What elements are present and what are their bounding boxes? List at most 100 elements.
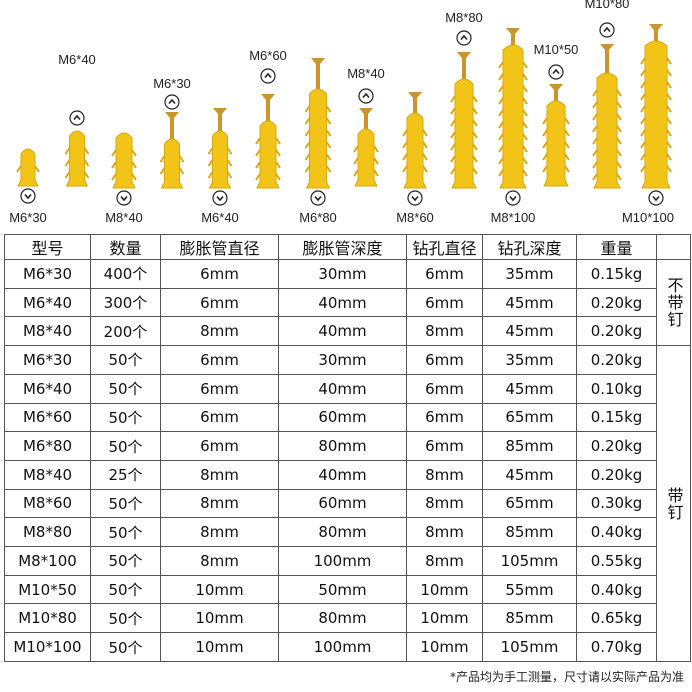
table-cell: 30mm bbox=[278, 345, 407, 375]
anchor-plug bbox=[112, 132, 136, 189]
screw-shank bbox=[511, 28, 515, 52]
table-row: M10*80 50个 10mm 80mm 10mm 85mm 0.65kg bbox=[4, 603, 691, 634]
table-cell: 8mm bbox=[406, 488, 483, 519]
anchor-rib bbox=[564, 141, 570, 149]
anchor-rib bbox=[226, 147, 233, 155]
screw-shank bbox=[316, 58, 320, 96]
table-cell: 6mm bbox=[406, 259, 483, 289]
anchor-rib bbox=[207, 171, 214, 179]
table-cell: M10*100 bbox=[4, 632, 91, 662]
chevron-down-glyph bbox=[411, 195, 419, 202]
anchor-rib bbox=[472, 131, 478, 139]
anchor-rib bbox=[450, 95, 456, 103]
table-cell: 30mm bbox=[278, 259, 407, 289]
chevron-down-glyph bbox=[652, 195, 660, 202]
anchor-rib bbox=[592, 149, 598, 157]
anchor-rib bbox=[159, 167, 166, 175]
screw-shank bbox=[605, 44, 609, 80]
table-row: M6*40 50个 6mm 40mm 6mm 45mm 0.10kg bbox=[4, 373, 691, 404]
table-cell: 85mm bbox=[482, 603, 577, 634]
anchor-rib bbox=[422, 165, 428, 173]
table-cell: 6mm bbox=[160, 287, 279, 318]
anchor-rib bbox=[666, 129, 672, 137]
table-cell: 40mm bbox=[278, 459, 407, 490]
table-cell: 6mm bbox=[406, 402, 483, 433]
anchor-rib bbox=[450, 167, 456, 175]
table-cell: 6mm bbox=[406, 287, 483, 318]
size-label-top: M10*50 bbox=[534, 42, 579, 57]
table-cell: 8mm bbox=[406, 459, 483, 490]
anchor-rib bbox=[498, 121, 504, 129]
anchor-rib bbox=[353, 169, 359, 177]
table-cell: 40mm bbox=[278, 316, 407, 347]
anchor-rib bbox=[353, 157, 359, 165]
anchor-rib bbox=[450, 119, 456, 127]
anchor-rib bbox=[666, 57, 672, 65]
chevron-down-glyph bbox=[24, 193, 32, 200]
anchor-rib bbox=[422, 141, 428, 149]
table-cell: 50个 bbox=[90, 431, 161, 461]
anchor-rib bbox=[304, 141, 311, 149]
table-row: M6*30 400个 6mm 30mm 6mm 35mm 0.15kg 不带钉 bbox=[4, 258, 691, 347]
anchor-rib bbox=[16, 165, 22, 173]
anchor-rib bbox=[255, 149, 261, 157]
anchor-rib bbox=[522, 97, 528, 105]
chevron-up-glyph bbox=[460, 34, 468, 41]
table-cell: 10mm bbox=[406, 632, 483, 662]
table-cell: 8mm bbox=[160, 459, 279, 490]
anchor-rib bbox=[472, 155, 478, 163]
anchor-rib bbox=[498, 169, 504, 177]
table-cell: 10mm bbox=[160, 632, 279, 662]
anchor-rib bbox=[498, 73, 504, 81]
table-cell: 50个 bbox=[90, 488, 161, 519]
table-cell: 50个 bbox=[90, 632, 161, 662]
anchor-rib bbox=[325, 153, 332, 161]
table-cell: 10mm bbox=[406, 603, 483, 634]
table-cell: 45mm bbox=[482, 287, 577, 318]
footnote: *产品均为手工测量，尺寸请以实际产品为准 bbox=[449, 670, 684, 684]
anchor-rib bbox=[472, 143, 478, 151]
table-cell: 0.20kg bbox=[576, 345, 657, 375]
anchor-rib bbox=[304, 117, 311, 125]
screw-head bbox=[359, 108, 373, 114]
anchor-rib bbox=[304, 153, 311, 161]
table-cell: 50个 bbox=[90, 373, 161, 404]
chevron-up-circle-icon bbox=[599, 22, 615, 38]
chevron-down-circle-icon bbox=[20, 188, 36, 204]
anchor-rib bbox=[498, 157, 504, 165]
size-label-bottom: M10*100 bbox=[622, 210, 674, 225]
chevron-down-glyph bbox=[216, 195, 224, 202]
anchor-rib bbox=[450, 155, 456, 163]
anchor-rib bbox=[616, 113, 622, 121]
anchor-rib bbox=[472, 167, 478, 175]
table-cell: 6mm bbox=[160, 259, 279, 289]
anchor-rib bbox=[83, 147, 90, 155]
anchor-rib bbox=[226, 159, 233, 167]
table-cell: 6mm bbox=[160, 402, 279, 433]
anchor-rib bbox=[304, 165, 311, 173]
screw-head bbox=[165, 112, 179, 118]
table-cell: 0.20kg bbox=[576, 287, 657, 318]
table-cell: 6mm bbox=[160, 373, 279, 404]
group-note-without-nail: 不带钉 bbox=[656, 258, 691, 347]
table-cell: 100mm bbox=[278, 546, 407, 576]
table-row: M8*40 25个 8mm 40mm 8mm 45mm 0.20kg bbox=[4, 459, 691, 490]
anchor-rib bbox=[472, 95, 478, 103]
table-cell: 0.20kg bbox=[576, 316, 657, 347]
size-label-bottom: M8*100 bbox=[491, 210, 536, 225]
table-cell: 6mm bbox=[406, 373, 483, 404]
group-note-with-nail: 带钉 bbox=[656, 345, 691, 662]
anchor-rib bbox=[522, 169, 528, 177]
table-cell: 8mm bbox=[406, 316, 483, 347]
anchor-rib bbox=[640, 117, 646, 125]
anchor-rib bbox=[275, 173, 281, 181]
table-cell: 0.70kg bbox=[576, 632, 657, 662]
anchor-rib bbox=[666, 93, 672, 101]
anchor-rib bbox=[522, 73, 528, 81]
anchor-rib bbox=[325, 105, 332, 113]
anchor-illustration: M6*40 M6*30 M6*60 M8*40 M8*80 M10*50 M10*80 M6*… bbox=[9, 0, 674, 225]
anchor-plug bbox=[17, 148, 39, 187]
screw-head bbox=[600, 44, 614, 50]
anchor-rib bbox=[564, 153, 570, 161]
table-cell: 50个 bbox=[90, 574, 161, 605]
